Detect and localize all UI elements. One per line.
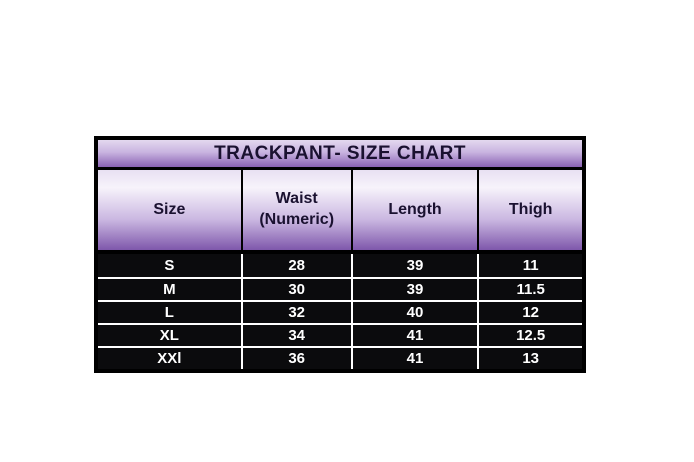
size-cell: XXl (157, 350, 182, 367)
waist-cell: 32 (240, 302, 351, 323)
length-cell: 39 (350, 279, 478, 300)
length-cell: 41 (350, 348, 478, 369)
thigh-cell: 11.5 (477, 279, 582, 300)
waist-cell: 30 (240, 279, 351, 300)
waist-cell: 36 (240, 348, 351, 369)
waist-cell: 34 (240, 325, 351, 346)
table-header-row: Size Waist (Numeric) Length Thigh (98, 170, 582, 254)
header-cell-waist: Waist (Numeric) (240, 170, 351, 250)
length-cell: 39 (350, 254, 478, 277)
table-row: XL 34 41 12.5 (98, 323, 582, 346)
table-row: M 30 39 11.5 (98, 277, 582, 300)
size-cell: S (164, 257, 175, 274)
thigh-cell: 12.5 (477, 325, 582, 346)
table-row: S 28 39 11 (98, 254, 582, 277)
length-cell: 41 (350, 325, 478, 346)
size-cell: XL (159, 327, 179, 344)
size-chart-table: TRACKPANT- SIZE CHART Size Waist (Numeri… (94, 136, 586, 373)
size-cell: M (163, 281, 176, 298)
waist-cell: 28 (240, 254, 351, 277)
header-cell-length: Length (350, 170, 478, 250)
thigh-cell: 11 (477, 254, 582, 277)
chart-title: TRACKPANT- SIZE CHART (98, 140, 582, 170)
table-row: L 32 40 12 (98, 300, 582, 323)
thigh-cell: 12 (477, 302, 582, 323)
size-cell: L (164, 304, 174, 321)
length-cell: 40 (350, 302, 478, 323)
thigh-cell: 13 (477, 348, 582, 369)
header-cell-size: Size (153, 200, 186, 218)
header-cell-thigh: Thigh (477, 170, 582, 250)
table-row: XXl 36 41 13 (98, 346, 582, 369)
